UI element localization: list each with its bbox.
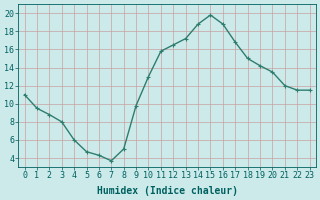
X-axis label: Humidex (Indice chaleur): Humidex (Indice chaleur) [97, 186, 237, 196]
